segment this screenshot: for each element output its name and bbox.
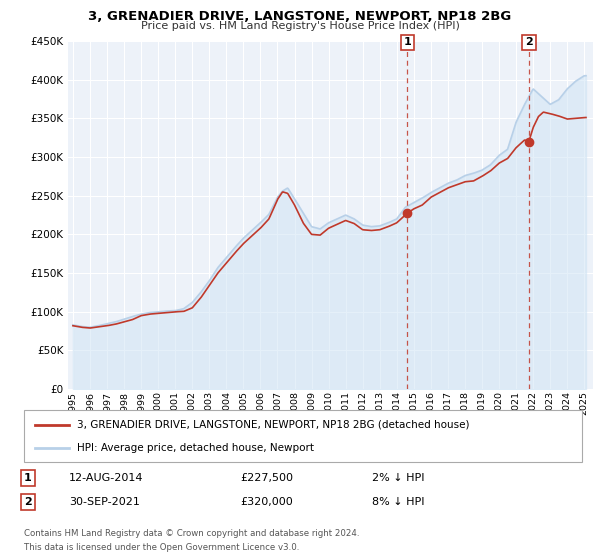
Text: 8% ↓ HPI: 8% ↓ HPI: [372, 497, 425, 507]
Text: 2: 2: [24, 497, 32, 507]
Text: HPI: Average price, detached house, Newport: HPI: Average price, detached house, Newp…: [77, 442, 314, 452]
Text: Price paid vs. HM Land Registry's House Price Index (HPI): Price paid vs. HM Land Registry's House …: [140, 21, 460, 31]
FancyBboxPatch shape: [24, 410, 582, 462]
Text: 2: 2: [525, 38, 533, 48]
Text: 3, GRENADIER DRIVE, LANGSTONE, NEWPORT, NP18 2BG (detached house): 3, GRENADIER DRIVE, LANGSTONE, NEWPORT, …: [77, 420, 470, 430]
Text: This data is licensed under the Open Government Licence v3.0.: This data is licensed under the Open Gov…: [24, 543, 299, 552]
Text: 2% ↓ HPI: 2% ↓ HPI: [372, 473, 425, 483]
Text: 1: 1: [24, 473, 32, 483]
Text: 3, GRENADIER DRIVE, LANGSTONE, NEWPORT, NP18 2BG: 3, GRENADIER DRIVE, LANGSTONE, NEWPORT, …: [88, 10, 512, 23]
Text: 1: 1: [403, 38, 411, 48]
Text: Contains HM Land Registry data © Crown copyright and database right 2024.: Contains HM Land Registry data © Crown c…: [24, 529, 359, 538]
Text: £227,500: £227,500: [240, 473, 293, 483]
Text: £320,000: £320,000: [240, 497, 293, 507]
Text: 30-SEP-2021: 30-SEP-2021: [69, 497, 140, 507]
Text: 12-AUG-2014: 12-AUG-2014: [69, 473, 143, 483]
